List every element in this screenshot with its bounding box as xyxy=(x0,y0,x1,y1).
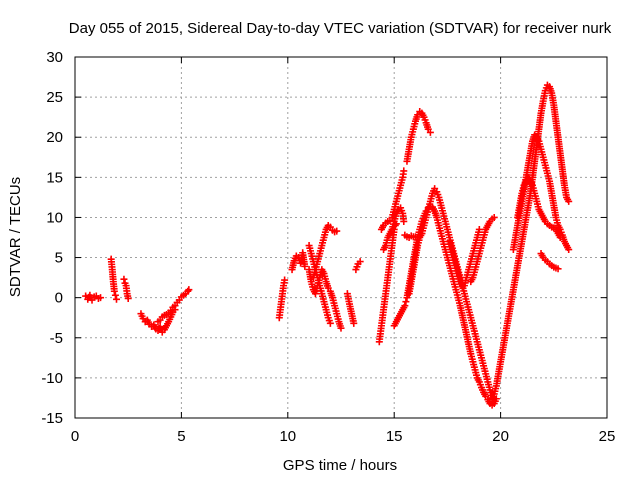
series-s19 xyxy=(403,202,500,409)
x-tick-label: 20 xyxy=(492,428,509,445)
x-tick-label: 15 xyxy=(386,428,403,445)
series-s09 xyxy=(309,221,341,282)
grid xyxy=(75,57,607,418)
series-s17 xyxy=(403,108,434,165)
series-s03 xyxy=(120,275,132,302)
y-tick-label: 0 xyxy=(55,290,63,307)
series-s13 xyxy=(375,220,400,346)
data-point xyxy=(110,287,118,295)
y-tick-label: -10 xyxy=(41,370,63,387)
series-s14 xyxy=(377,167,408,233)
series-s07 xyxy=(288,249,309,274)
y-tick-label: 30 xyxy=(46,49,63,66)
data-point xyxy=(400,217,408,225)
data-point xyxy=(350,319,358,327)
data-point xyxy=(402,298,410,306)
data-point xyxy=(490,213,498,221)
x-tick-label: 0 xyxy=(71,428,79,445)
data-point xyxy=(185,286,193,294)
plot-frame xyxy=(74,56,608,419)
axis-ticks xyxy=(74,56,608,419)
series-s24 xyxy=(488,81,573,406)
series-s18 xyxy=(401,231,419,241)
data-point xyxy=(301,262,309,270)
chart-title: Day 055 of 2015, Sidereal Day-to-day VTE… xyxy=(69,20,612,37)
data-point xyxy=(112,295,120,303)
series-s10 xyxy=(305,266,345,332)
y-tick-label: 10 xyxy=(46,209,63,226)
y-tick-label: 15 xyxy=(46,169,63,186)
data-point xyxy=(337,324,345,332)
series-s26 xyxy=(514,173,564,241)
series-s01 xyxy=(82,291,105,304)
x-tick-labels: 0 5 10 15 20 25 xyxy=(71,428,616,445)
series-s16 xyxy=(390,298,410,330)
y-tick-label: 25 xyxy=(46,89,63,106)
data-point xyxy=(401,302,409,310)
data-point xyxy=(120,275,128,283)
data-point xyxy=(426,128,434,136)
x-tick-label: 5 xyxy=(177,428,185,445)
data-point xyxy=(565,197,573,205)
series-s22 xyxy=(446,225,483,290)
data-point xyxy=(111,291,119,299)
data-point xyxy=(556,234,564,241)
series-s27 xyxy=(537,250,562,273)
data-point xyxy=(356,258,364,266)
data-point xyxy=(124,294,132,302)
data-point xyxy=(565,246,573,254)
series-s05 xyxy=(154,286,193,326)
data-point xyxy=(281,276,289,284)
x-axis-label: GPS time / hours xyxy=(283,457,397,474)
series-s12 xyxy=(352,258,364,274)
x-tick-label: 25 xyxy=(599,428,616,445)
y-tick-labels: -15 -10 -5 0 5 10 15 20 25 30 xyxy=(41,49,63,427)
series-s20 xyxy=(405,229,426,298)
series-s23 xyxy=(467,213,498,286)
series-s06 xyxy=(275,276,289,322)
series-s04 xyxy=(137,306,179,336)
y-tick-label: -5 xyxy=(50,330,63,347)
data-point xyxy=(333,227,341,235)
x-tick-label: 10 xyxy=(279,428,296,445)
y-tick-label: 20 xyxy=(46,129,63,146)
series-s15 xyxy=(380,204,408,254)
y-axis-label: SDTVAR / TECUs xyxy=(7,177,24,297)
data-point xyxy=(475,225,483,233)
data-point xyxy=(554,265,562,273)
data-point xyxy=(400,167,408,175)
series-s02 xyxy=(107,255,120,303)
data-point xyxy=(326,319,334,327)
data-point xyxy=(97,294,105,302)
series-s11 xyxy=(343,290,358,327)
y-tick-label: -15 xyxy=(41,410,63,427)
data-points xyxy=(82,81,573,409)
y-tick-label: 5 xyxy=(55,250,63,267)
